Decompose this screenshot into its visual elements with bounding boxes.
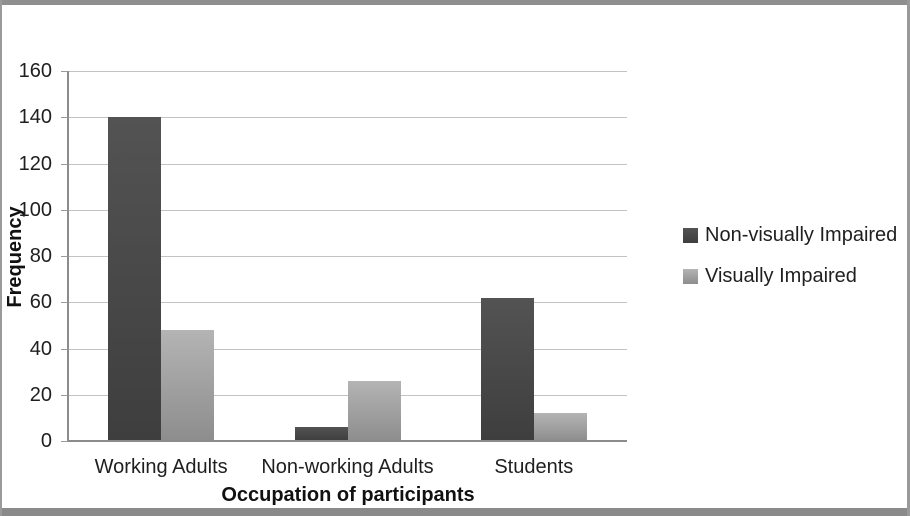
y-axis-tick-label: 80 bbox=[29, 245, 52, 267]
bar-working-adults-visually-impaired bbox=[161, 330, 215, 441]
legend-label: Visually Impaired bbox=[705, 265, 857, 287]
legend-swatch-icon bbox=[683, 227, 698, 243]
gridline bbox=[68, 163, 627, 165]
category-label: Non-working Adults bbox=[261, 456, 434, 478]
figure-border-bottom bbox=[0, 508, 910, 516]
y-axis-tick-label: 40 bbox=[29, 337, 52, 360]
legend-label: Non-visually Impaired bbox=[705, 224, 898, 246]
category-label: Working Adults bbox=[94, 456, 228, 478]
y-axis-tick-label: 120 bbox=[18, 152, 52, 175]
y-axis-tick-mark bbox=[61, 117, 68, 119]
bar-students-visually-impaired bbox=[533, 413, 587, 441]
gridline bbox=[68, 302, 627, 304]
plot-area bbox=[68, 71, 627, 441]
y-axis-tick-mark bbox=[61, 348, 68, 350]
bar-non-working-adults-non-visually-impaired bbox=[294, 427, 348, 441]
gridline bbox=[68, 348, 627, 350]
figure-border-top bbox=[0, 0, 910, 5]
y-axis-tick-mark bbox=[61, 441, 68, 442]
y-axis-tick-label: 0 bbox=[40, 430, 52, 452]
y-axis-tick-mark bbox=[61, 163, 68, 165]
x-axis-line bbox=[67, 440, 627, 442]
figure-border-left bbox=[0, 0, 2, 516]
bar-students-non-visually-impaired bbox=[480, 297, 534, 441]
bar-non-working-adults-visually-impaired bbox=[347, 380, 401, 441]
legend: Non-visually Impaired Visually Impaired bbox=[683, 223, 897, 305]
gridline bbox=[68, 209, 627, 211]
y-axis-line bbox=[67, 71, 69, 442]
y-axis-tick-mark bbox=[61, 302, 68, 304]
legend-item: Visually Impaired bbox=[683, 264, 897, 288]
gridline bbox=[68, 117, 627, 119]
category-label: Students bbox=[494, 456, 574, 478]
y-axis-tick-label: 20 bbox=[29, 383, 52, 406]
gridline bbox=[68, 256, 627, 257]
gridline bbox=[68, 71, 627, 72]
x-axis-title: Occupation of participants bbox=[221, 484, 475, 506]
y-axis-tick-mark bbox=[61, 394, 68, 396]
bar-working-adults-non-visually-impaired bbox=[108, 117, 162, 441]
legend-swatch-icon bbox=[683, 268, 698, 284]
y-axis-tick-label: 140 bbox=[18, 106, 52, 129]
y-axis-tick-label: 160 bbox=[18, 60, 52, 82]
y-axis-tick-mark bbox=[61, 256, 68, 257]
y-axis-tick-label: 100 bbox=[18, 198, 52, 221]
figure-border-right bbox=[907, 0, 910, 516]
legend-item: Non-visually Impaired bbox=[683, 223, 897, 247]
y-axis-tick-mark bbox=[61, 209, 68, 211]
y-axis-tick-mark bbox=[61, 71, 68, 72]
y-axis-tick-label: 60 bbox=[29, 291, 52, 314]
